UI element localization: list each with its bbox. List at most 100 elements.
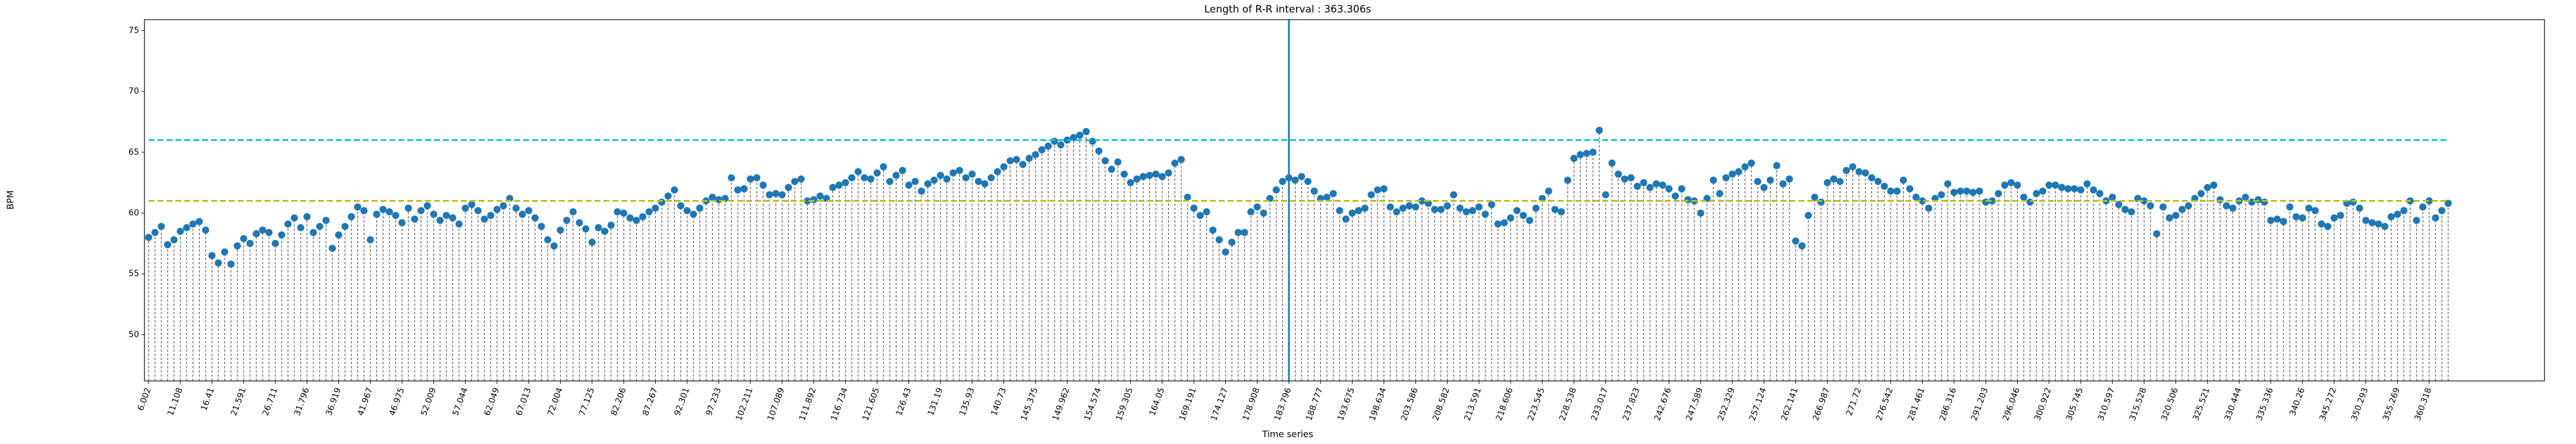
point	[145, 233, 152, 241]
point	[310, 229, 317, 236]
point	[2166, 214, 2174, 222]
point	[873, 169, 881, 177]
point	[392, 212, 400, 220]
point	[284, 220, 292, 228]
point	[671, 186, 678, 194]
point	[1558, 208, 1565, 215]
point	[449, 214, 457, 222]
point	[582, 225, 590, 233]
point	[329, 245, 336, 252]
point	[385, 208, 393, 215]
point	[208, 252, 216, 259]
point	[1551, 205, 1559, 213]
point	[2388, 213, 2395, 221]
point	[1089, 137, 1096, 145]
point	[2077, 186, 2084, 194]
point	[550, 242, 558, 250]
point	[2349, 198, 2357, 206]
point	[709, 193, 716, 201]
point	[1380, 185, 1388, 193]
point	[2413, 217, 2420, 224]
point	[1095, 147, 1103, 155]
point	[189, 220, 197, 228]
point	[2324, 223, 2332, 230]
point	[867, 175, 875, 183]
y-tick-label: 50	[128, 330, 139, 339]
y-tick-label: 75	[128, 26, 139, 35]
point	[1735, 168, 1743, 176]
point	[2128, 208, 2135, 215]
point	[766, 191, 773, 199]
point	[1323, 193, 1331, 201]
point	[1823, 179, 1831, 186]
point	[2178, 205, 2186, 213]
point	[487, 212, 495, 220]
point	[2064, 185, 2072, 193]
point	[595, 224, 602, 232]
point	[1545, 187, 1552, 195]
point	[1482, 211, 1489, 218]
point	[1874, 177, 1882, 185]
point	[2330, 214, 2338, 222]
point	[1019, 161, 1027, 168]
point	[2426, 197, 2433, 205]
point	[639, 213, 647, 221]
point	[1621, 175, 1628, 183]
point	[2298, 214, 2306, 222]
point	[1925, 204, 1933, 212]
point	[1431, 205, 1439, 213]
point	[728, 174, 735, 182]
point	[1412, 203, 1420, 211]
point	[1627, 174, 1635, 182]
point	[468, 201, 476, 208]
point	[1127, 179, 1134, 186]
y-axis-label: BPM	[5, 190, 16, 210]
point	[1228, 239, 1236, 246]
point	[1678, 185, 1685, 193]
point	[1045, 142, 1052, 150]
point	[1868, 174, 1876, 182]
point	[696, 204, 704, 212]
point	[1272, 186, 1280, 194]
point	[1374, 186, 1382, 194]
point	[1196, 212, 1204, 220]
point	[1342, 215, 1350, 223]
point	[917, 187, 925, 195]
point	[1659, 181, 1666, 189]
point	[1475, 203, 1483, 211]
point	[2140, 197, 2148, 205]
point	[499, 202, 507, 210]
point	[943, 175, 951, 183]
point	[227, 260, 235, 268]
point	[1950, 189, 1958, 196]
point	[1722, 174, 1730, 182]
point	[1906, 185, 1914, 193]
point	[1469, 207, 1477, 214]
point	[544, 236, 552, 243]
point	[253, 230, 260, 237]
point	[2279, 218, 2287, 226]
point	[183, 224, 190, 232]
point	[734, 186, 741, 194]
point	[1532, 204, 1540, 212]
point	[1893, 187, 1901, 195]
point	[658, 198, 666, 206]
point	[740, 185, 748, 193]
point	[2248, 198, 2256, 206]
point	[151, 229, 159, 236]
point	[2311, 207, 2319, 214]
point	[1007, 157, 1014, 165]
point	[1944, 180, 1952, 187]
point	[1418, 197, 1426, 205]
point	[810, 196, 817, 204]
point	[854, 168, 862, 176]
point	[1665, 185, 1673, 193]
point	[2185, 202, 2193, 210]
point	[620, 209, 628, 217]
chart-title: Length of R-R interval : 363.306s	[1204, 4, 1372, 15]
point	[158, 223, 165, 230]
point	[531, 214, 539, 222]
point	[1741, 163, 1749, 171]
